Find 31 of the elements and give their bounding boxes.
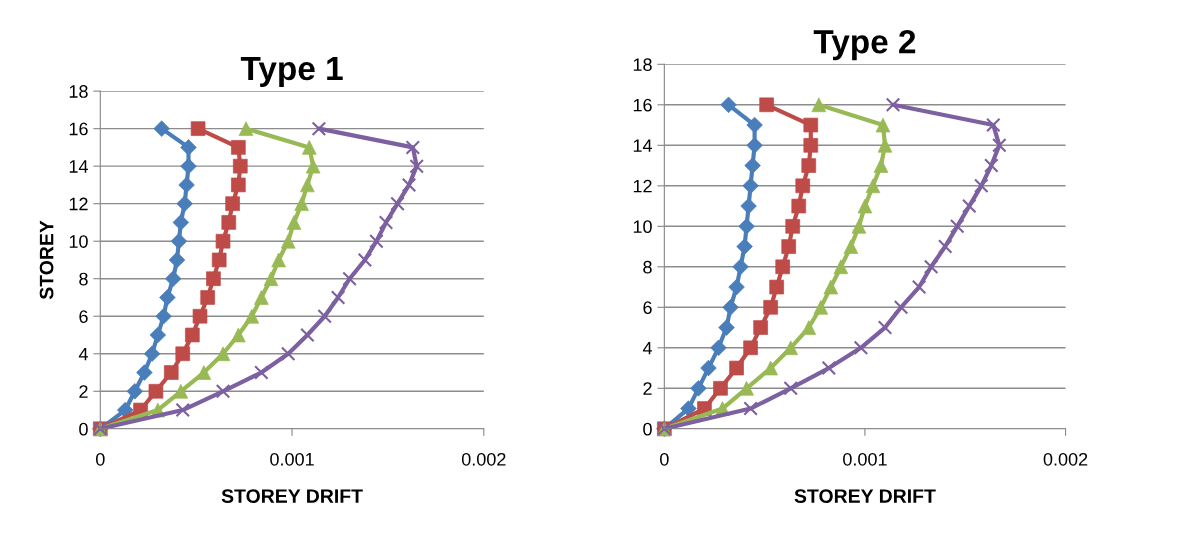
- y-tick-label: 6: [79, 310, 88, 323]
- x-tick-label: 0.001: [270, 452, 314, 466]
- y-tick-label: 0: [643, 422, 652, 436]
- x-axis-title: STOREY DRIFT: [221, 489, 363, 503]
- y-tick-label: 0: [79, 422, 88, 436]
- y-tick-label: 10: [633, 220, 652, 234]
- x-tick-label: 0: [660, 452, 669, 466]
- y-tick-label: 14: [633, 139, 653, 152]
- y-tick-label: 6: [643, 301, 652, 315]
- y-tick-label: 8: [79, 272, 88, 286]
- y-tick-label: 8: [643, 260, 652, 274]
- y-tick-label: 4: [78, 347, 88, 361]
- chart-title: Type 2: [813, 29, 916, 61]
- y-tick-label: 16: [69, 122, 88, 136]
- x-axis-title: STOREY DRIFT: [794, 489, 936, 503]
- chart-title: Type 1: [240, 57, 343, 87]
- y-tick-label: 14: [69, 160, 88, 173]
- y-axis-title: STOREY: [39, 220, 54, 300]
- x-tick-label: 0.002: [1043, 452, 1088, 466]
- y-tick-label: 2: [643, 382, 652, 395]
- y-tick-label: 10: [69, 235, 88, 248]
- x-tick-label: 0.001: [843, 452, 887, 466]
- y-tick-label: 12: [633, 179, 652, 193]
- y-tick-label: 12: [69, 197, 88, 211]
- y-tick-label: 18: [69, 85, 88, 98]
- y-tick-label: 4: [642, 341, 653, 355]
- y-tick-label: 18: [633, 58, 652, 72]
- y-tick-label: 2: [79, 385, 88, 398]
- x-tick-label: 0.002: [461, 452, 506, 466]
- x-tick-label: 0: [95, 452, 105, 466]
- y-tick-label: 16: [633, 98, 652, 112]
